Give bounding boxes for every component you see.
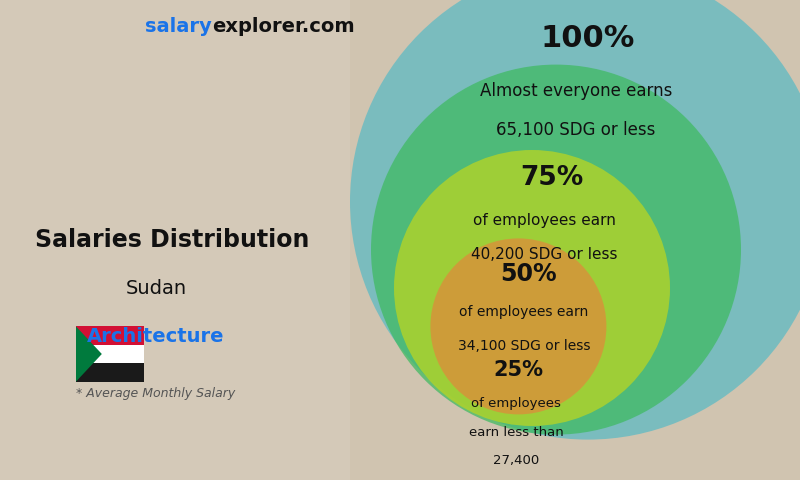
- Text: Almost everyone earns: Almost everyone earns: [480, 82, 672, 100]
- Polygon shape: [76, 326, 102, 382]
- Bar: [76, 345, 144, 363]
- Text: of employees earn: of employees earn: [459, 305, 589, 319]
- Circle shape: [350, 0, 800, 440]
- Bar: [76, 326, 144, 345]
- Text: salary: salary: [146, 17, 212, 36]
- Bar: [350, 0, 800, 480]
- Text: earn less than: earn less than: [469, 425, 563, 439]
- Bar: [76, 363, 144, 382]
- Text: 75%: 75%: [520, 165, 584, 191]
- Text: 27,400: 27,400: [493, 454, 539, 468]
- Text: Sudan: Sudan: [126, 278, 186, 298]
- Text: of employees earn: of employees earn: [473, 213, 615, 228]
- Text: * Average Monthly Salary: * Average Monthly Salary: [76, 387, 236, 400]
- Text: 25%: 25%: [494, 360, 543, 380]
- Circle shape: [371, 65, 741, 434]
- Text: 65,100 SDG or less: 65,100 SDG or less: [496, 120, 656, 139]
- Text: Architecture: Architecture: [87, 326, 225, 346]
- Text: 50%: 50%: [500, 262, 556, 286]
- Text: 100%: 100%: [541, 24, 635, 53]
- Text: explorer.com: explorer.com: [212, 17, 354, 36]
- Text: of employees: of employees: [471, 396, 561, 410]
- Circle shape: [430, 239, 606, 414]
- Circle shape: [394, 150, 670, 426]
- Text: Salaries Distribution: Salaries Distribution: [35, 228, 309, 252]
- Text: 40,200 SDG or less: 40,200 SDG or less: [470, 247, 618, 262]
- Text: 34,100 SDG or less: 34,100 SDG or less: [458, 338, 590, 353]
